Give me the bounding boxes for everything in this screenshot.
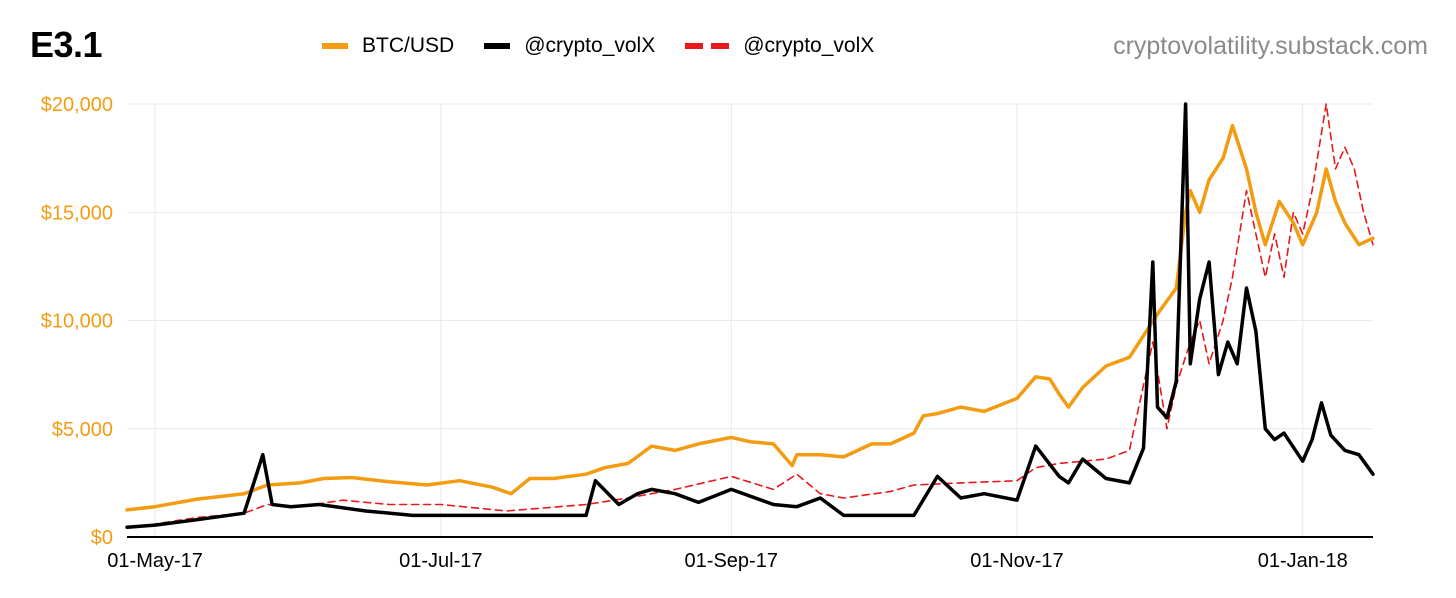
x-axis-ticks: 01-May-17 01-Jul-17 01-Sep-17 01-Nov-17 01-J… — [107, 550, 1347, 572]
legend-item-vol: @crypto_volX — [484, 34, 655, 58]
legend-swatch-btc — [322, 43, 348, 49]
y-tick-label: $20,000 — [41, 94, 113, 116]
series-line-crypto-volx-dashed — [126, 103, 1374, 530]
chart-legend: BTC/USD @crypto_volX @crypto_volX — [322, 34, 904, 58]
y-tick-label: $15,000 — [41, 202, 113, 224]
x-tick-label: 01-Jan-18 — [1258, 550, 1348, 572]
legend-item-vol-dashed: @crypto_volX — [685, 34, 874, 58]
series-line-btc-usd — [125, 123, 1375, 512]
series-lines — [125, 102, 1375, 530]
source-credit: cryptovolatility.substack.com — [1113, 32, 1428, 60]
y-tick-label: $5,000 — [52, 419, 113, 441]
y-axis-ticks: $0 $5,000 $10,000 $15,000 $20,000 — [41, 94, 113, 549]
x-tick-label: 01-Jul-17 — [399, 550, 482, 572]
x-tick-label: 01-Sep-17 — [685, 550, 778, 572]
x-tick-label: 01-May-17 — [107, 550, 203, 572]
y-tick-label: $0 — [91, 527, 113, 549]
y-tick-label: $10,000 — [41, 311, 113, 333]
legend-label-vol: @crypto_volX — [524, 34, 656, 57]
legend-label-btc: BTC/USD — [362, 34, 455, 57]
chart-title: E3.1 — [30, 24, 103, 65]
legend-swatch-vol-dashed — [685, 43, 730, 49]
series-line-crypto-volx — [125, 102, 1375, 530]
legend-label-vol-dashed: @crypto_volX — [743, 34, 875, 57]
legend-item-btc: BTC/USD — [322, 34, 454, 58]
legend-swatch-vol — [484, 43, 511, 49]
x-tick-label: 01-Nov-17 — [970, 550, 1063, 572]
grid-lines — [127, 103, 1373, 537]
